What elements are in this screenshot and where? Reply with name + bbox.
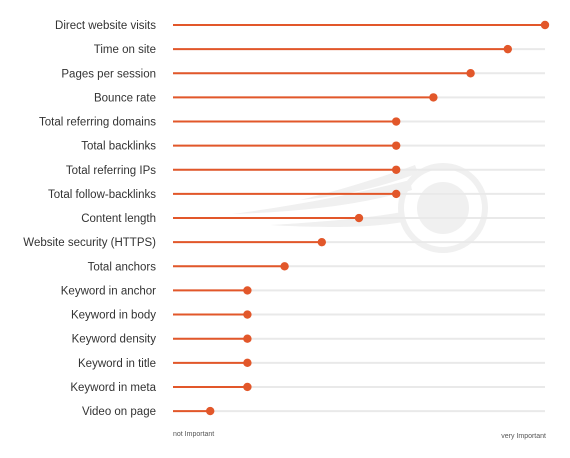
category-label: Total follow-backlinks xyxy=(48,189,156,201)
category-label: Keyword in anchor xyxy=(61,285,156,297)
value-point xyxy=(503,44,512,54)
category-label: Total backlinks xyxy=(81,141,156,153)
category-label: Total anchors xyxy=(88,261,157,273)
chart-row: Total referring domains xyxy=(39,117,545,129)
chart-row: Content length xyxy=(81,213,545,225)
value-point xyxy=(392,165,401,174)
chart-row: Total anchors xyxy=(88,261,545,273)
category-label: Total referring IPs xyxy=(66,165,156,177)
category-label: Direct website visits xyxy=(55,20,156,32)
value-point xyxy=(243,310,252,319)
chart-row: Total backlinks xyxy=(81,141,545,153)
chart-row: Direct website visits xyxy=(55,20,550,32)
category-label: Bounce rate xyxy=(94,92,156,104)
value-point xyxy=(243,286,252,295)
value-point xyxy=(466,69,475,78)
chart-row: Keyword in anchor xyxy=(61,285,545,297)
chart-row: Keyword density xyxy=(72,334,545,346)
category-label: Time on site xyxy=(94,44,156,56)
chart-row: Total referring IPs xyxy=(66,165,545,177)
semrush-fireball-icon xyxy=(232,163,488,253)
value-point xyxy=(540,20,550,30)
value-point xyxy=(392,117,401,126)
chart-row: Keyword in title xyxy=(78,358,545,370)
category-label: Pages per session xyxy=(61,68,156,80)
value-point xyxy=(206,406,215,416)
value-point xyxy=(317,237,326,247)
category-label: Content length xyxy=(81,213,156,225)
category-label: Total referring domains xyxy=(39,117,156,129)
rows: Direct website visits Time on site Pages p… xyxy=(23,20,550,418)
value-point xyxy=(243,382,252,392)
category-label: Keyword density xyxy=(72,334,157,346)
chart-row: Website security (HTTPS) xyxy=(23,237,545,249)
value-point xyxy=(243,358,252,368)
chart-row: Bounce rate xyxy=(94,92,545,104)
category-label: Keyword in title xyxy=(78,358,156,370)
x-axis-max-label: very Important xyxy=(501,433,546,440)
category-label: Website security (HTTPS) xyxy=(23,237,156,249)
category-label: Keyword in body xyxy=(71,310,156,322)
value-point xyxy=(280,262,289,271)
value-point xyxy=(429,93,438,102)
chart-row: Keyword in body xyxy=(71,310,545,322)
chart-row: Keyword in meta xyxy=(70,382,545,394)
x-axis-end-labels: not Important very Important xyxy=(173,431,546,440)
category-label: Video on page xyxy=(82,406,156,418)
chart-row: Pages per session xyxy=(61,68,545,80)
value-point xyxy=(392,141,401,150)
value-point xyxy=(392,189,401,199)
chart-row: Total follow-backlinks xyxy=(48,189,545,201)
chart-row: Video on page xyxy=(82,406,545,418)
category-label: Keyword in meta xyxy=(70,382,156,394)
x-axis-min-label: not Important xyxy=(173,431,214,438)
chart-row: Time on site xyxy=(94,44,545,56)
value-point xyxy=(354,213,364,223)
value-point xyxy=(243,334,252,343)
